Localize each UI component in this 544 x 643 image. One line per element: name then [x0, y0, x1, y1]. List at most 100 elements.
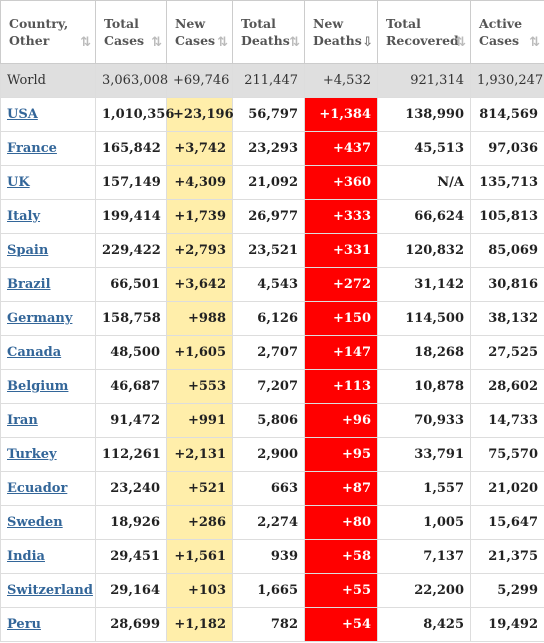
table-row: Canada 48,500 +1,605 2,707 +147 18,268 27,525: [0, 335, 544, 370]
country-link[interactable]: Spain: [7, 243, 49, 258]
cell-total-deaths: 4,543: [232, 267, 305, 302]
cell-new-deaths: +58: [304, 539, 378, 574]
cell-new-cases: +553: [166, 369, 233, 404]
table-row: Brazil 66,501 +3,642 4,543 +272 31,142 30,816: [0, 267, 544, 302]
table-row: UK 157,149 +4,309 21,092 +360 N/A 135,713: [0, 165, 544, 200]
cell-active-cases: 38,132: [470, 301, 544, 336]
sort-icon[interactable]: ⇅: [217, 35, 228, 50]
cell-total-deaths: 1,665: [232, 573, 305, 608]
country-link[interactable]: Belgium: [7, 379, 69, 394]
cell-new-deaths: +150: [304, 301, 378, 336]
cell-total-cases: 29,451: [95, 539, 167, 574]
sort-icon[interactable]: ⇅: [529, 35, 540, 50]
column-header-active-cases[interactable]: Active Cases ⇅: [470, 0, 544, 64]
cell-new-cases: +103: [166, 573, 233, 608]
sort-icon[interactable]: ⇅: [289, 35, 300, 50]
column-header-line2: Cases: [479, 33, 520, 48]
column-header-line2: Other: [9, 33, 50, 48]
table-body: World 3,063,008 +69,746 211,447 +4,532 921,31…: [0, 63, 544, 642]
country-link[interactable]: Turkey: [7, 447, 57, 462]
cell-new-cases: +521: [166, 471, 233, 506]
cell-country[interactable]: Canada: [0, 335, 96, 370]
cell-total-deaths: 782: [232, 607, 305, 642]
table-row: Sweden 18,926 +286 2,274 +80 1,005 15,647: [0, 505, 544, 540]
cell-active-cases: 814,569: [470, 97, 544, 132]
cell-new-deaths: +1,384: [304, 97, 378, 132]
cell-active-cases: 5,299: [470, 573, 544, 608]
cell-active-cases: 97,036: [470, 131, 544, 166]
country-link[interactable]: Iran: [7, 413, 38, 428]
country-link[interactable]: Canada: [7, 345, 62, 360]
cell-new-cases: +1,739: [166, 199, 233, 234]
country-link[interactable]: Ecuador: [7, 481, 68, 496]
cell-country[interactable]: Sweden: [0, 505, 96, 540]
cell-total-recovered: 114,500: [377, 301, 471, 336]
column-header-line2: Deaths: [313, 33, 362, 48]
country-link[interactable]: France: [7, 141, 57, 156]
cell-total-cases: 28,699: [95, 607, 167, 642]
cell-total-deaths: 2,707: [232, 335, 305, 370]
cell-country[interactable]: Italy: [0, 199, 96, 234]
country-link[interactable]: Italy: [7, 209, 41, 224]
cell-country[interactable]: USA: [0, 97, 96, 132]
column-header-total-recovered[interactable]: Total Recovered ⇅: [377, 0, 471, 64]
cell-total-cases: 158,758: [95, 301, 167, 336]
sort-desc-icon[interactable]: ⇩: [362, 35, 373, 50]
sort-icon[interactable]: ⇅: [151, 35, 162, 50]
table-row: Switzerland 29,164 +103 1,665 +55 22,200 5,299: [0, 573, 544, 608]
cell-country[interactable]: Belgium: [0, 369, 96, 404]
country-link[interactable]: India: [7, 549, 45, 564]
country-link[interactable]: Switzerland: [7, 583, 93, 598]
cell-total-deaths: 211,447: [232, 63, 305, 98]
cell-total-deaths: 7,207: [232, 369, 305, 404]
cell-total-recovered: 8,425: [377, 607, 471, 642]
cell-country[interactable]: Ecuador: [0, 471, 96, 506]
column-header-line2: Cases: [175, 33, 216, 48]
country-link[interactable]: Sweden: [7, 515, 63, 530]
column-header-total-deaths[interactable]: Total Deaths ⇅: [232, 0, 305, 64]
cell-new-deaths: +95: [304, 437, 378, 472]
cell-new-cases: +991: [166, 403, 233, 438]
cell-total-recovered: 10,878: [377, 369, 471, 404]
cell-country[interactable]: India: [0, 539, 96, 574]
cell-total-deaths: 663: [232, 471, 305, 506]
cell-country[interactable]: Peru: [0, 607, 96, 642]
cell-country[interactable]: Turkey: [0, 437, 96, 472]
column-header-new-cases[interactable]: New Cases ⇅: [166, 0, 233, 64]
column-header-total-cases[interactable]: Total Cases ⇅: [95, 0, 167, 64]
table-row: Spain 229,422 +2,793 23,521 +331 120,832 85,06…: [0, 233, 544, 268]
sort-icon[interactable]: ⇅: [80, 35, 91, 50]
cell-country[interactable]: Iran: [0, 403, 96, 438]
column-header-line1: Total: [386, 16, 421, 31]
cell-active-cases: 75,570: [470, 437, 544, 472]
column-header-new-deaths[interactable]: New Deaths ⇩: [304, 0, 378, 64]
cell-total-recovered: N/A: [377, 165, 471, 200]
cell-new-cases: +1,561: [166, 539, 233, 574]
cell-country[interactable]: France: [0, 131, 96, 166]
cell-total-deaths: 2,900: [232, 437, 305, 472]
cell-country[interactable]: Spain: [0, 233, 96, 268]
cell-new-cases: +69,746: [166, 63, 233, 98]
cell-country[interactable]: Germany: [0, 301, 96, 336]
cell-total-recovered: 70,933: [377, 403, 471, 438]
cell-total-deaths: 6,126: [232, 301, 305, 336]
cell-total-recovered: 120,832: [377, 233, 471, 268]
cell-new-cases: +2,793: [166, 233, 233, 268]
table-row: France 165,842 +3,742 23,293 +437 45,513 97,03…: [0, 131, 544, 166]
country-link[interactable]: Germany: [7, 311, 73, 326]
country-link[interactable]: Brazil: [7, 277, 51, 292]
cell-country[interactable]: Switzerland: [0, 573, 96, 608]
cell-active-cases: 135,713: [470, 165, 544, 200]
cell-new-cases: +1,182: [166, 607, 233, 642]
cell-new-deaths: +272: [304, 267, 378, 302]
sort-icon[interactable]: ⇅: [455, 35, 466, 50]
country-link[interactable]: USA: [7, 107, 38, 122]
cell-country[interactable]: UK: [0, 165, 96, 200]
country-link[interactable]: UK: [7, 175, 30, 190]
column-header-country[interactable]: Country, Other ⇅: [0, 0, 96, 64]
column-header-line2: Deaths: [241, 33, 290, 48]
cell-country[interactable]: Brazil: [0, 267, 96, 302]
cell-total-deaths: 21,092: [232, 165, 305, 200]
country-link[interactable]: Peru: [7, 617, 41, 632]
